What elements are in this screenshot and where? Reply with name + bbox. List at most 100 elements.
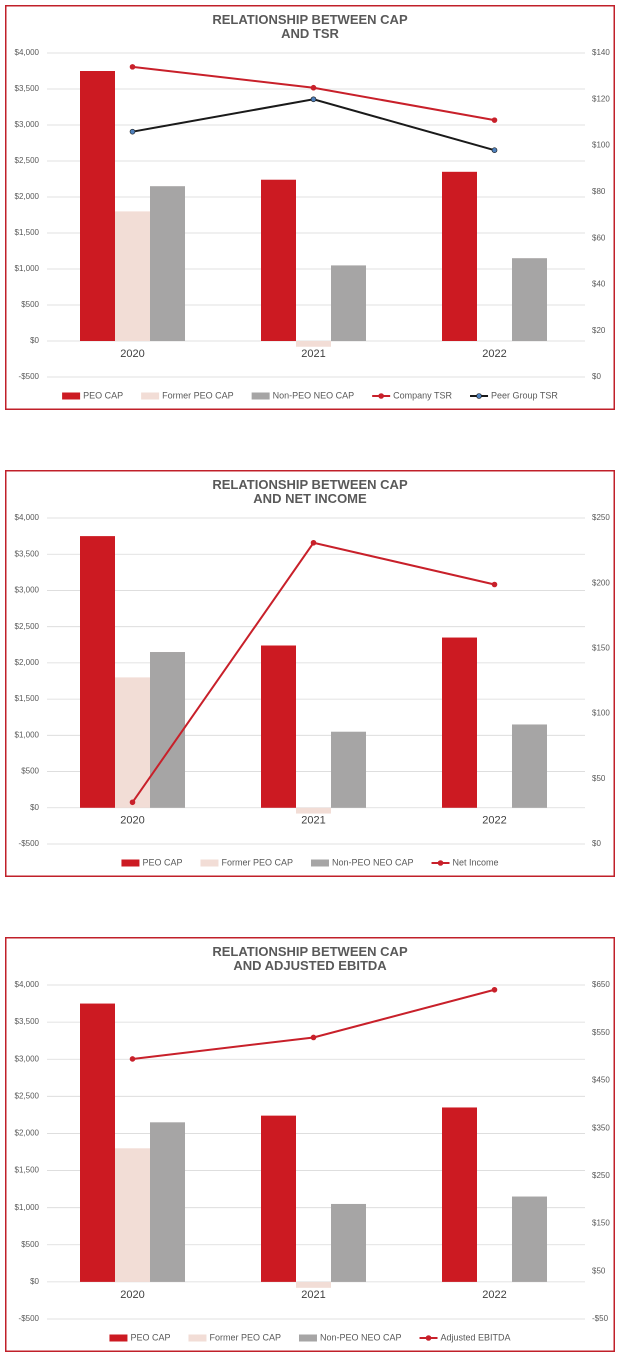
bar (442, 637, 477, 808)
line-marker (310, 539, 317, 546)
y2-tick-label: $50 (592, 774, 606, 783)
y-tick-label: $0 (30, 336, 39, 345)
legend: PEO CAP Former PEO CAP Non-PEO NEO CAP Comp… (62, 390, 558, 400)
legend-swatch (310, 859, 329, 867)
y-tick-label: $3,500 (15, 549, 40, 558)
x-tick-label: 2021 (301, 1289, 325, 1301)
line-marker (491, 581, 498, 588)
legend-swatch (200, 859, 219, 867)
line-marker (129, 1056, 136, 1062)
bar (261, 645, 296, 808)
legend-label: Non-PEO NEO CAP (320, 1332, 402, 1342)
y2-tick-label: $150 (592, 1219, 610, 1228)
y-tick-label: $4,000 (15, 48, 40, 57)
legend-label: PEO CAP (130, 1332, 170, 1342)
line-marker (310, 84, 317, 91)
line-marker (310, 96, 317, 103)
y-tick-label: $3,500 (15, 84, 40, 93)
legend: PEO CAP Former PEO CAP Non-PEO NEO CAP Adju… (109, 1332, 511, 1342)
x-tick-label: 2020 (120, 815, 144, 827)
bar (115, 211, 150, 341)
y-tick-label: $1,500 (15, 228, 40, 237)
bar (442, 1107, 477, 1282)
chart-title: RELATIONSHIP BETWEEN CAP AND ADJUSTED EBI… (212, 944, 408, 973)
y2-tick-label: $80 (592, 187, 606, 196)
legend-swatch (251, 392, 270, 400)
legend-label: Non-PEO NEO CAP (332, 857, 414, 867)
x-tick-label: 2022 (482, 348, 506, 360)
bar (442, 171, 477, 341)
x-tick-label: 2020 (120, 1289, 144, 1301)
legend-label: PEO CAP (142, 857, 182, 867)
bar (512, 1196, 547, 1282)
legend: PEO CAP Former PEO CAP Non-PEO NEO CAP Net … (121, 857, 499, 867)
bar (115, 677, 150, 808)
x-tick-label: 2020 (120, 348, 144, 360)
line-marker (129, 128, 136, 135)
y-tick-label: $2,000 (15, 192, 40, 201)
bar (331, 731, 366, 808)
y-tick-label: $3,000 (15, 120, 40, 129)
y-tick-label: $500 (21, 767, 39, 776)
y2-tick-label: $40 (592, 280, 606, 289)
bar (115, 1148, 150, 1282)
legend-label: Company TSR (393, 390, 452, 400)
y2-tick-label: $120 (592, 94, 610, 103)
y-tick-label: -$500 (19, 1314, 40, 1323)
bar (296, 807, 331, 814)
bar (80, 1003, 115, 1282)
y-tick-label: $0 (30, 1277, 39, 1286)
y-tick-label: $1,000 (15, 264, 40, 273)
legend-swatch (141, 392, 160, 400)
legend-marker (437, 860, 444, 866)
y2-tick-label: $0 (592, 839, 601, 848)
y-tick-label: -$500 (19, 372, 40, 381)
y-tick-label: $500 (21, 1240, 39, 1249)
y-tick-label: $1,500 (15, 694, 40, 703)
bar (80, 536, 115, 808)
bar (331, 1203, 366, 1282)
bar (261, 1115, 296, 1282)
bar (80, 71, 115, 341)
y-tick-label: $2,000 (15, 1129, 40, 1138)
line-marker (129, 64, 136, 70)
line-marker (129, 799, 136, 806)
y-tick-label: $2,500 (15, 156, 40, 165)
bar (512, 258, 547, 341)
y2-tick-label: $250 (592, 1171, 610, 1180)
y-tick-label: $500 (21, 300, 39, 309)
x-tick-label: 2022 (482, 1289, 506, 1301)
x-tick-label: 2021 (301, 815, 325, 827)
y-tick-label: $1,000 (15, 730, 40, 739)
y-tick-label: -$500 (19, 839, 40, 848)
y2-tick-label: $20 (592, 326, 606, 335)
bar (150, 1122, 185, 1282)
legend-label: Former PEO CAP (162, 390, 234, 400)
legend-label: PEO CAP (83, 390, 123, 400)
chart-title: RELATIONSHIP BETWEEN CAP AND TSR (212, 12, 408, 41)
line-marker (491, 117, 498, 123)
x-tick-label: 2021 (301, 348, 325, 360)
chart: RELATIONSHIP BETWEEN CAP AND ADJUSTED EBI… (5, 937, 615, 1352)
legend-swatch (188, 1334, 207, 1342)
legend-swatch (298, 1334, 317, 1342)
y2-tick-label: $150 (592, 644, 610, 653)
bar (150, 186, 185, 341)
legend-marker (476, 393, 482, 399)
legend-label: Net Income (453, 857, 499, 867)
y-tick-label: $2,500 (15, 1091, 40, 1100)
legend-marker (378, 393, 384, 399)
y2-tick-label: $140 (592, 48, 610, 57)
chart-title: RELATIONSHIP BETWEEN CAP AND NET INCOME (212, 477, 408, 506)
y2-tick-label: $450 (592, 1076, 610, 1085)
line-marker (491, 986, 498, 993)
bar (261, 179, 296, 341)
y2-tick-label: $100 (592, 709, 610, 718)
legend-swatch (62, 392, 81, 400)
y2-tick-label: $350 (592, 1123, 610, 1132)
y2-tick-label: $50 (592, 1266, 606, 1275)
y2-tick-label: -$50 (592, 1314, 609, 1323)
y2-tick-label: $650 (592, 980, 610, 989)
y-tick-label: $3,000 (15, 586, 40, 595)
